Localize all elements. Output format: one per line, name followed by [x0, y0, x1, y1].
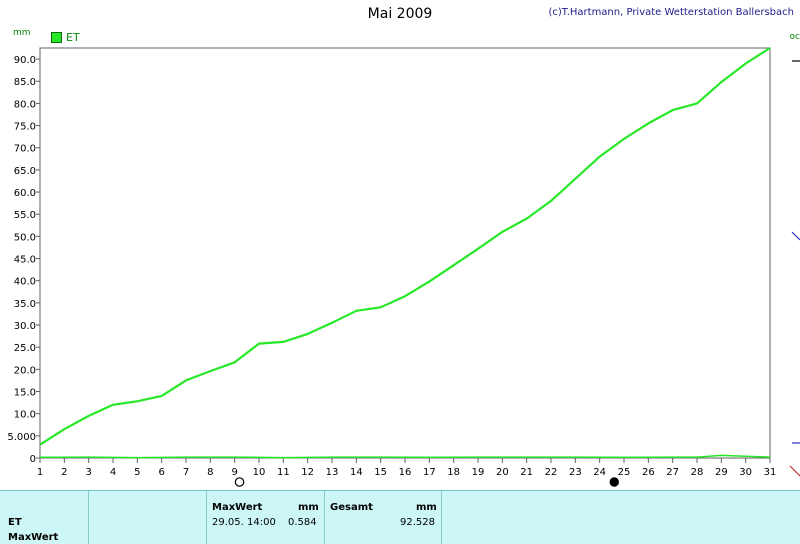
legend-swatch [51, 32, 62, 43]
y-tick-label: 80.0 [14, 99, 36, 110]
x-tick-label: 10 [253, 467, 266, 478]
series-line-et-rate [39, 454, 771, 459]
y-tick-label: 90.0 [14, 55, 36, 66]
x-tick-label: 18 [447, 467, 460, 478]
right-axis-fragment-line [791, 231, 800, 241]
x-tick-label: 8 [207, 467, 213, 478]
plot-border [39, 47, 771, 459]
x-tick-label: 22 [545, 467, 558, 478]
x-tick-label: 25 [618, 467, 631, 478]
y-tick-labels: 0 5.000 10.0 15.0 20.0 25.0 30.0 35.0 40.0 45.0 50… [7, 55, 36, 465]
row-label-maxwert: MaxWert [8, 532, 59, 543]
gesamt-header: Gesamt [330, 502, 373, 513]
x-tick-label: 15 [374, 467, 387, 478]
right-edge-decor [789, 60, 800, 477]
x-tick-label: 3 [85, 467, 91, 478]
x-tick-label: 24 [593, 467, 606, 478]
x-tick-label: 29 [715, 467, 728, 478]
x-tick-label: 5 [134, 467, 140, 478]
x-tick-label: 30 [739, 467, 752, 478]
y-tick-label: 45.0 [14, 255, 36, 266]
x-tick-label: 28 [691, 467, 704, 478]
x-tick-label: 13 [326, 467, 339, 478]
moon-markers [234, 477, 619, 487]
y-tick-label: 20.0 [14, 365, 36, 376]
legend-label: ET [66, 31, 80, 44]
maxwert-datetime: 29.05. 14:00 [212, 517, 276, 528]
plot-frame [39, 47, 771, 459]
x-tick-label: 26 [642, 467, 655, 478]
chart-title: Mai 2009 [367, 6, 433, 22]
series-lines [39, 47, 771, 459]
column-divider [441, 491, 442, 544]
row-label-et: ET [8, 517, 22, 528]
right-axis-fragment: oc [789, 32, 800, 42]
x-tick-label: 27 [666, 467, 679, 478]
x-tick-label: 14 [350, 467, 363, 478]
x-tick-label: 4 [110, 467, 116, 478]
y-tick-label: 55.0 [14, 210, 36, 221]
y-tick-label: 60.0 [14, 188, 36, 199]
x-tick-label: 17 [423, 467, 436, 478]
gesamt-value: 92.528 [400, 517, 435, 528]
maxwert-header: MaxWert [212, 502, 263, 513]
gesamt-unit: mm [416, 502, 437, 513]
x-tick-label: 6 [158, 467, 164, 478]
y-tick-label: 15.0 [14, 388, 36, 399]
y-axis-unit: mm [13, 28, 31, 38]
right-axis-fragment-line [789, 465, 800, 477]
new-moon-marker [609, 477, 619, 487]
y-tick-label: 40.0 [14, 277, 36, 288]
column-divider [88, 491, 89, 544]
x-tick-labels: 1 2 3 4 5 6 7 8 9 10 11 12 13 14 15 16 17 18 19 20 21 22 23 24 2… [37, 467, 777, 478]
chart-area: Mai 2009 (c)T.Hartmann, Private Wetterst… [7, 6, 800, 487]
y-tick-label: 5.000 [7, 432, 36, 443]
x-tick-label: 19 [472, 467, 485, 478]
legend[interactable]: ET [51, 31, 80, 44]
maxwert-value: 0.584 [288, 517, 317, 528]
x-tick-label: 16 [399, 467, 412, 478]
y-tick-label: 10.0 [14, 410, 36, 421]
series-line-et [39, 47, 771, 446]
x-tick-label: 12 [301, 467, 314, 478]
full-moon-marker [234, 477, 245, 487]
x-tick-label: 23 [569, 467, 582, 478]
chart-plot: 0 5.000 10.0 15.0 20.0 25.0 30.0 35.0 40.0 45.0 50… [7, 47, 800, 487]
y-tick-label: 50.0 [14, 232, 36, 243]
y-tick-label: 35.0 [14, 299, 36, 310]
y-tick-label: 75.0 [14, 122, 36, 133]
column-divider [324, 491, 325, 544]
y-tick-label: 85.0 [14, 77, 36, 88]
x-tick-label: 20 [496, 467, 509, 478]
x-tick-label: 2 [61, 467, 67, 478]
column-divider [206, 491, 207, 544]
x-tick-label: 7 [183, 467, 189, 478]
info-table: MaxWert mm Gesamt mm ET 29.05. 14:00 0.5… [0, 490, 800, 544]
y-tick-label: 65.0 [14, 166, 36, 177]
y-tick-label: 70.0 [14, 144, 36, 155]
x-tick-label: 9 [231, 467, 237, 478]
x-tick-label: 21 [520, 467, 533, 478]
y-tick-label: 25.0 [14, 343, 36, 354]
x-tick-label: 1 [37, 467, 43, 478]
x-tick-label: 11 [277, 467, 290, 478]
copyright-text: (c)T.Hartmann, Private Wetterstation Bal… [548, 7, 794, 18]
y-tick-label: 0 [30, 454, 36, 465]
x-tick-label: 31 [764, 467, 777, 478]
maxwert-unit: mm [298, 502, 319, 513]
y-tick-label: 30.0 [14, 321, 36, 332]
